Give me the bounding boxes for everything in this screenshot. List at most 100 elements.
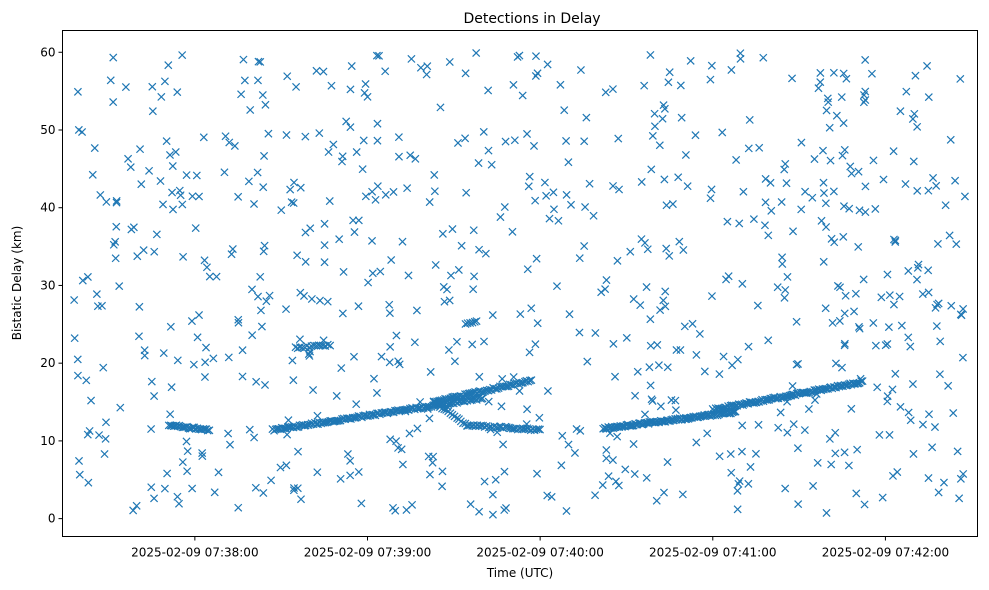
data-point — [199, 133, 208, 142]
data-point — [928, 443, 937, 452]
data-point — [822, 223, 831, 232]
data-point — [861, 55, 870, 64]
data-point — [629, 440, 638, 449]
data-point — [832, 111, 841, 120]
data-point — [150, 494, 159, 503]
data-point — [500, 467, 509, 476]
data-point — [884, 323, 893, 332]
data-point — [481, 249, 490, 258]
data-point — [889, 235, 898, 244]
data-point — [295, 335, 304, 344]
data-point — [879, 175, 888, 184]
data-point — [727, 65, 736, 74]
data-point — [781, 159, 790, 168]
data-point — [258, 91, 267, 100]
data-point — [429, 452, 438, 461]
data-point — [346, 456, 355, 465]
data-point — [363, 92, 372, 101]
data-point — [182, 171, 191, 180]
data-point — [570, 448, 579, 457]
data-point — [323, 340, 332, 349]
data-point — [853, 379, 862, 388]
data-point — [602, 445, 611, 455]
data-point — [386, 342, 395, 351]
data-point — [869, 156, 878, 165]
data-point — [656, 402, 665, 411]
data-point — [631, 391, 640, 400]
data-point — [611, 372, 620, 381]
data-point — [296, 183, 305, 192]
data-point — [179, 252, 188, 261]
data-point — [959, 469, 968, 478]
data-point — [466, 500, 475, 509]
data-point — [910, 109, 919, 118]
data-point — [924, 186, 933, 195]
data-point — [346, 85, 355, 94]
data-point — [842, 74, 851, 83]
data-point — [488, 510, 497, 519]
data-point — [913, 263, 922, 272]
data-point — [654, 361, 663, 370]
data-point — [162, 137, 171, 146]
data-point — [83, 272, 92, 281]
data-point — [686, 56, 695, 65]
data-point — [412, 306, 421, 315]
data-point — [829, 187, 838, 196]
data-point — [386, 435, 395, 444]
data-point — [293, 251, 302, 260]
data-point — [338, 309, 347, 318]
data-point — [660, 175, 669, 184]
data-point — [254, 57, 263, 66]
data-point — [646, 381, 655, 390]
data-point — [810, 155, 819, 164]
data-point — [854, 167, 863, 176]
data-point — [797, 205, 806, 214]
data-point — [139, 246, 148, 255]
data-point — [425, 198, 434, 207]
data-point — [282, 305, 291, 314]
data-point — [813, 458, 822, 467]
data-point — [871, 341, 880, 350]
data-point — [529, 141, 539, 150]
data-point — [564, 158, 573, 167]
data-point — [413, 424, 422, 433]
data-point — [904, 408, 913, 417]
data-point — [637, 235, 646, 244]
data-point — [888, 385, 897, 394]
data-point — [479, 127, 488, 136]
data-point — [475, 245, 484, 254]
data-point — [354, 467, 363, 477]
data-point — [234, 318, 243, 327]
data-point — [664, 78, 673, 87]
data-point — [166, 322, 175, 331]
data-point — [84, 478, 93, 487]
data-point — [652, 496, 661, 505]
data-point — [359, 136, 368, 145]
data-point — [347, 62, 356, 71]
data-point — [821, 304, 830, 313]
data-point — [210, 488, 219, 497]
data-point — [783, 428, 792, 437]
data-point — [665, 68, 674, 77]
data-point — [847, 404, 856, 413]
data-point — [749, 215, 758, 224]
data-point — [484, 397, 493, 406]
data-point — [324, 147, 333, 157]
data-point — [889, 147, 898, 156]
data-point — [947, 301, 956, 310]
data-point — [240, 76, 249, 85]
data-point — [484, 146, 493, 155]
data-point — [479, 337, 489, 346]
data-point — [904, 266, 913, 275]
data-point — [112, 196, 121, 205]
data-point — [95, 431, 104, 440]
data-point — [368, 269, 377, 278]
data-point — [265, 291, 274, 300]
data-point — [462, 188, 471, 197]
data-point — [133, 252, 142, 261]
data-point — [576, 426, 585, 435]
data-point — [376, 267, 385, 276]
data-point — [715, 452, 724, 461]
data-point — [642, 473, 651, 482]
data-point — [238, 372, 247, 381]
